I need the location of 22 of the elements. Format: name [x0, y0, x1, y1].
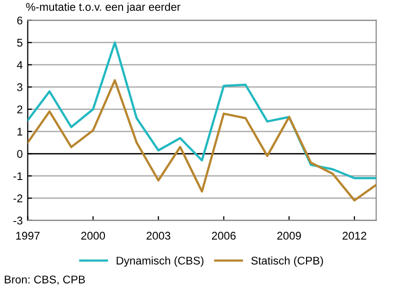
x-tick-label: 2012 [342, 232, 366, 240]
line-series [28, 41, 376, 180]
legend-label: Dynamisch (CBS) [116, 256, 204, 267]
y-tick-label: 6 [17, 16, 22, 24]
y-tick-label: 1 [18, 128, 22, 136]
y-tick-label: -1 [13, 172, 22, 180]
y-tick-label: 2 [17, 106, 22, 114]
y-tick-label: 3 [17, 83, 22, 92]
x-tick-label: 2009 [277, 232, 301, 240]
x-tick-label: 2003 [146, 232, 170, 240]
x-tick-label: 2000 [81, 232, 105, 240]
y-tick-label: -3 [13, 216, 22, 225]
text: Bron: CBS, CPB [4, 276, 85, 285]
line-series [28, 79, 376, 202]
x-tick-label: 1997 [16, 232, 40, 240]
y-tick-label: -2 [13, 194, 22, 202]
y-tick-label: 4 [16, 61, 23, 69]
y-axis-title: %-mutatie t.o.v. een jaar eerder [26, 2, 180, 14]
y-tick-label: 0 [17, 150, 22, 158]
legend-label: Statisch (CPB) [251, 256, 323, 267]
y-tick-label: 5 [17, 38, 22, 47]
x-tick-label: 2006 [212, 232, 236, 240]
